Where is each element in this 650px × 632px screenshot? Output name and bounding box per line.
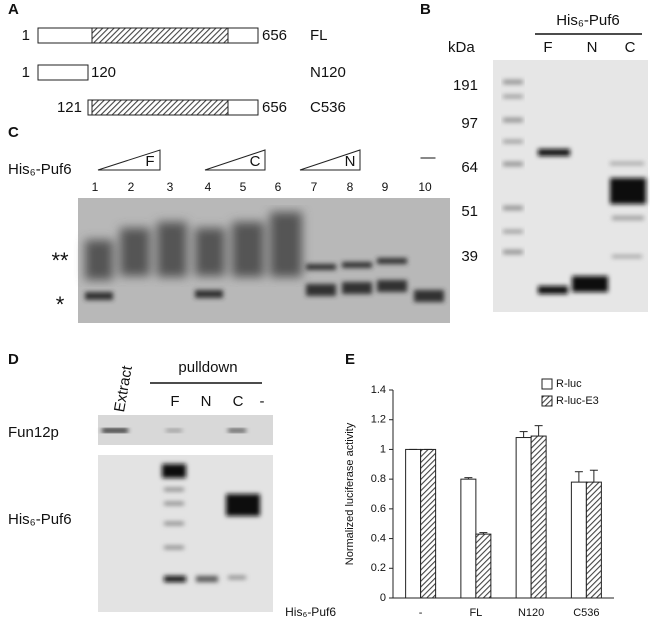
- gradient-triangle: [97, 149, 361, 171]
- lane-label: F: [170, 393, 179, 410]
- bar: [585, 481, 602, 599]
- lane-number: 5: [240, 180, 247, 194]
- panel-label: D: [8, 351, 19, 368]
- chart: Normalized luciferase activity His₆-Puf6 0…: [285, 378, 614, 619]
- lane-label: Extract: [111, 364, 136, 414]
- lane-label: C: [233, 393, 244, 410]
- y-tick-label: 1: [380, 443, 386, 455]
- legend-label: R-luc: [556, 378, 582, 390]
- group-label: C: [250, 153, 261, 170]
- start: 1: [22, 64, 30, 81]
- gel-image: [78, 198, 450, 323]
- y-tick-label: 0.2: [371, 562, 386, 574]
- lane-number: 3: [167, 180, 174, 194]
- bar: [570, 481, 587, 599]
- bar: [530, 435, 547, 599]
- lane-label: N: [587, 39, 598, 56]
- x-tick-label: C536: [573, 607, 599, 619]
- y-tick-label: 0.8: [371, 473, 386, 485]
- end: 120: [91, 64, 116, 81]
- lane-number: 10: [418, 180, 432, 194]
- error-bar: [464, 477, 473, 480]
- error-bar: [519, 431, 528, 438]
- construct-name: C536: [310, 99, 346, 116]
- panel-label: B: [420, 1, 431, 18]
- band-label: **: [51, 248, 69, 273]
- group-label: F: [145, 153, 154, 170]
- y-tick-label: 0.4: [371, 532, 386, 544]
- row-label: His₆-Puf6: [8, 511, 72, 528]
- x-axis-title: His₆-Puf6: [285, 605, 336, 619]
- group-label: N: [345, 153, 356, 170]
- lane-label: F: [543, 39, 552, 56]
- end: 656: [262, 27, 287, 44]
- marker-label: 64: [461, 159, 478, 176]
- start: 121: [57, 99, 82, 116]
- bar: [475, 533, 492, 599]
- error-bar: [534, 425, 543, 437]
- lane-number: 4: [205, 180, 212, 194]
- gel-image: [98, 415, 273, 612]
- lane-number: 9: [382, 180, 389, 194]
- y-tick-label: 0.6: [371, 503, 386, 515]
- end: 656: [262, 99, 287, 116]
- error-bar: [479, 532, 488, 535]
- row-label: Fun12p: [8, 424, 59, 441]
- error-bar: [589, 469, 598, 483]
- row-label: His₆-Puf6: [8, 161, 72, 178]
- lane-number: 7: [311, 180, 318, 194]
- group-label: pulldown: [178, 359, 237, 376]
- legend-swatch: [541, 378, 553, 390]
- x-tick-label: FL: [469, 607, 482, 619]
- control-label: —: [421, 149, 436, 166]
- legend-label: R-luc-E3: [556, 395, 599, 407]
- lane-number: 8: [347, 180, 354, 194]
- bar: [460, 478, 477, 599]
- y-axis-title: Normalized luciferase activity: [344, 422, 356, 565]
- error-bar: [574, 471, 583, 483]
- marker-label: 51: [461, 203, 478, 220]
- marker-label: 97: [461, 115, 478, 132]
- lane-label: N: [201, 393, 212, 410]
- lane-number: 1: [92, 180, 99, 194]
- panel-label: A: [8, 1, 19, 18]
- lane-number: 6: [275, 180, 282, 194]
- marker-label: 191: [453, 77, 478, 94]
- bar: [515, 437, 532, 599]
- unit: kDa: [448, 39, 475, 56]
- gel-image: [493, 60, 648, 312]
- lane-number: 2: [128, 180, 135, 194]
- x-tick-label: N120: [518, 607, 544, 619]
- construct-name: N120: [310, 64, 346, 81]
- panel-label: E: [345, 351, 355, 368]
- panel-label: C: [8, 124, 19, 141]
- y-tick-label: 1.2: [371, 414, 386, 426]
- start: 1: [22, 27, 30, 44]
- construct-name: FL: [310, 27, 328, 44]
- x-tick-label: -: [419, 607, 423, 619]
- marker-label: 39: [461, 248, 478, 265]
- construct-diagram: [37, 27, 259, 116]
- band-label: *: [56, 292, 65, 317]
- legend-swatch: [541, 395, 553, 407]
- y-tick-label: 1.4: [371, 384, 386, 396]
- lane-label: C: [625, 39, 636, 56]
- lane-label: -: [260, 393, 265, 410]
- gel-title: His₆-Puf6: [556, 12, 620, 29]
- y-tick-label: 0: [380, 592, 386, 604]
- bar: [420, 448, 437, 599]
- bar: [405, 448, 422, 599]
